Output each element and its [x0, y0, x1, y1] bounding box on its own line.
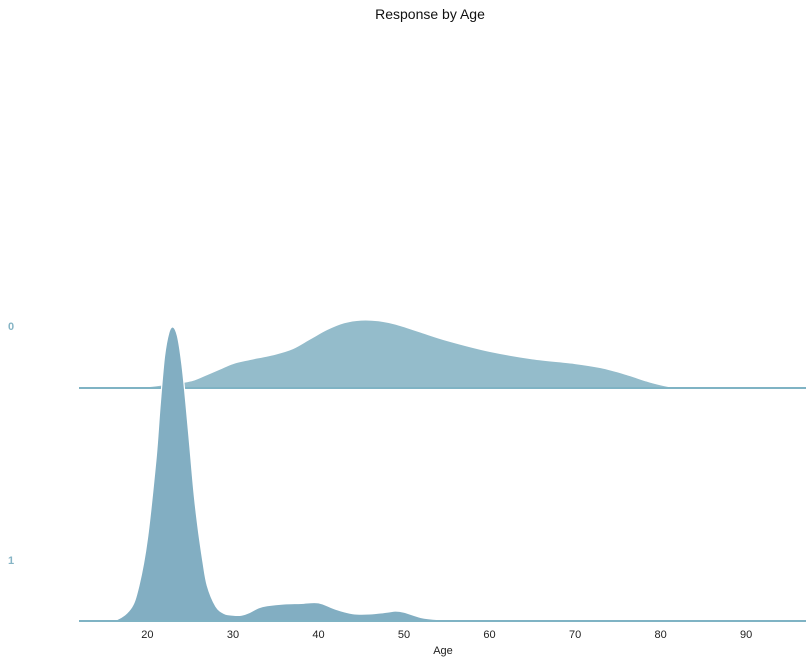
x-tick-label-70: 70: [569, 629, 581, 641]
x-axis-title: Age: [433, 645, 453, 657]
ridge-1: [79, 326, 807, 623]
x-axis: 20 30 40 50 60 70 80 90: [141, 629, 752, 641]
ridge-0: [79, 319, 806, 389]
ridges: [79, 319, 807, 623]
x-tick-label-80: 80: [654, 629, 666, 641]
ridge-area-1: [95, 326, 807, 623]
x-tick-label-90: 90: [740, 629, 752, 641]
ridge-label-0: 0: [8, 321, 14, 333]
chart-title: Response by Age: [375, 6, 485, 22]
x-tick-label-40: 40: [312, 629, 324, 641]
ridge-area-0: [104, 319, 764, 389]
x-tick-label-30: 30: [227, 629, 239, 641]
ridge-label-1: 1: [8, 555, 14, 567]
x-tick-label-60: 60: [483, 629, 495, 641]
x-tick-label-20: 20: [141, 629, 153, 641]
x-tick-label-50: 50: [398, 629, 410, 641]
ridge-labels: 01: [8, 321, 14, 567]
